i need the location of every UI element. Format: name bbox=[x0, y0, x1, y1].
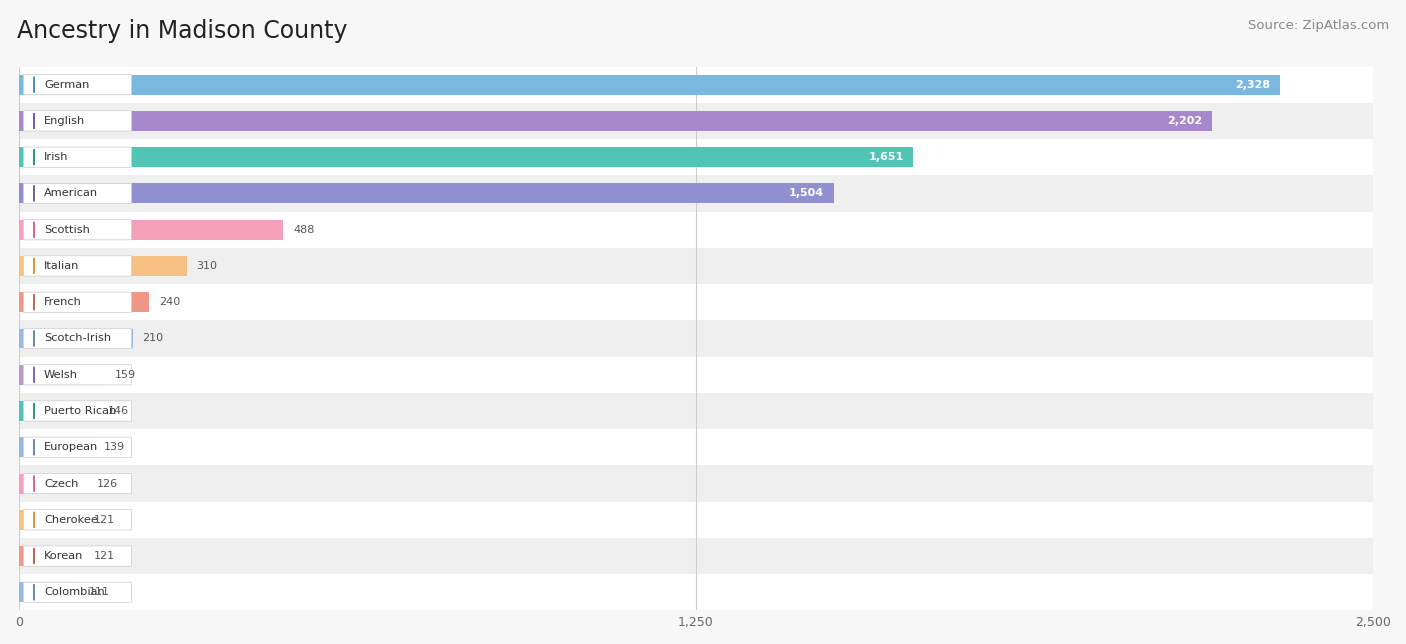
Bar bbox=[20, 103, 1374, 139]
Text: Cherokee: Cherokee bbox=[44, 515, 98, 525]
Text: Italian: Italian bbox=[44, 261, 79, 271]
Bar bbox=[20, 220, 284, 240]
Bar bbox=[20, 473, 87, 493]
Bar bbox=[20, 328, 132, 348]
FancyBboxPatch shape bbox=[24, 292, 132, 312]
Bar bbox=[20, 401, 98, 421]
Text: Colombian: Colombian bbox=[44, 587, 104, 598]
Text: Czech: Czech bbox=[44, 478, 79, 489]
Text: European: European bbox=[44, 442, 98, 452]
FancyBboxPatch shape bbox=[24, 473, 132, 494]
FancyBboxPatch shape bbox=[24, 220, 132, 240]
FancyBboxPatch shape bbox=[24, 437, 132, 457]
Bar bbox=[20, 66, 1374, 103]
Text: 139: 139 bbox=[104, 442, 125, 452]
Text: 121: 121 bbox=[94, 551, 115, 561]
FancyBboxPatch shape bbox=[24, 75, 132, 95]
Bar bbox=[20, 111, 1212, 131]
Text: 126: 126 bbox=[97, 478, 118, 489]
Bar bbox=[20, 502, 1374, 538]
Bar bbox=[20, 546, 84, 566]
Bar bbox=[20, 292, 149, 312]
Bar bbox=[20, 284, 1374, 320]
Bar bbox=[20, 75, 1279, 95]
Text: 121: 121 bbox=[94, 515, 115, 525]
FancyBboxPatch shape bbox=[24, 546, 132, 566]
Text: Scottish: Scottish bbox=[44, 225, 90, 234]
FancyBboxPatch shape bbox=[24, 328, 132, 348]
Bar bbox=[20, 212, 1374, 248]
Text: 310: 310 bbox=[197, 261, 218, 271]
Text: 1,651: 1,651 bbox=[869, 152, 904, 162]
Text: 159: 159 bbox=[115, 370, 136, 380]
FancyBboxPatch shape bbox=[24, 401, 132, 421]
Text: Welsh: Welsh bbox=[44, 370, 77, 380]
FancyBboxPatch shape bbox=[24, 256, 132, 276]
Text: French: French bbox=[44, 298, 82, 307]
Text: 210: 210 bbox=[142, 334, 163, 343]
FancyBboxPatch shape bbox=[24, 147, 132, 167]
FancyBboxPatch shape bbox=[24, 111, 132, 131]
Text: 2,202: 2,202 bbox=[1167, 116, 1202, 126]
Text: 240: 240 bbox=[159, 298, 180, 307]
Bar bbox=[20, 429, 1374, 466]
FancyBboxPatch shape bbox=[24, 184, 132, 204]
Text: Irish: Irish bbox=[44, 152, 69, 162]
FancyBboxPatch shape bbox=[24, 365, 132, 385]
Bar bbox=[20, 466, 1374, 502]
Text: English: English bbox=[44, 116, 86, 126]
FancyBboxPatch shape bbox=[24, 582, 132, 603]
Text: Ancestry in Madison County: Ancestry in Madison County bbox=[17, 19, 347, 43]
Bar bbox=[20, 437, 94, 457]
FancyBboxPatch shape bbox=[24, 509, 132, 530]
Bar bbox=[20, 574, 1374, 611]
Bar bbox=[20, 139, 1374, 175]
Bar bbox=[20, 357, 1374, 393]
Text: Puerto Rican: Puerto Rican bbox=[44, 406, 117, 416]
Bar bbox=[20, 320, 1374, 357]
Text: Scotch-Irish: Scotch-Irish bbox=[44, 334, 111, 343]
Text: American: American bbox=[44, 189, 98, 198]
Bar bbox=[20, 147, 914, 167]
Text: 111: 111 bbox=[89, 587, 110, 598]
Bar bbox=[20, 365, 105, 384]
Bar bbox=[20, 248, 1374, 284]
Text: German: German bbox=[44, 80, 90, 90]
Bar bbox=[20, 184, 834, 204]
Text: 1,504: 1,504 bbox=[789, 189, 824, 198]
Bar bbox=[20, 510, 84, 530]
Text: 488: 488 bbox=[292, 225, 315, 234]
Bar bbox=[20, 256, 187, 276]
Bar bbox=[20, 538, 1374, 574]
Bar bbox=[20, 582, 79, 602]
Text: 146: 146 bbox=[108, 406, 129, 416]
Text: 2,328: 2,328 bbox=[1234, 80, 1270, 90]
Bar bbox=[20, 175, 1374, 212]
Bar bbox=[20, 393, 1374, 429]
Text: Source: ZipAtlas.com: Source: ZipAtlas.com bbox=[1249, 19, 1389, 32]
Text: Korean: Korean bbox=[44, 551, 83, 561]
